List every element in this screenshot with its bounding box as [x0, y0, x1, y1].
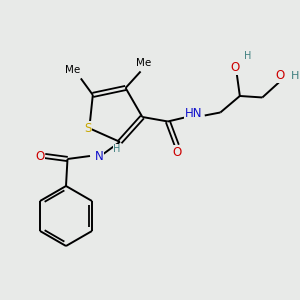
Text: O: O: [172, 146, 182, 159]
Text: H: H: [244, 51, 251, 62]
Text: Me: Me: [65, 65, 80, 75]
Text: O: O: [231, 61, 240, 74]
Text: O: O: [35, 149, 44, 163]
Text: N: N: [94, 149, 103, 163]
Text: HN: HN: [184, 107, 202, 121]
Text: Me: Me: [136, 58, 151, 68]
Text: S: S: [84, 122, 92, 135]
Text: O: O: [276, 69, 285, 82]
Text: H: H: [113, 144, 121, 154]
Text: H: H: [291, 71, 299, 81]
